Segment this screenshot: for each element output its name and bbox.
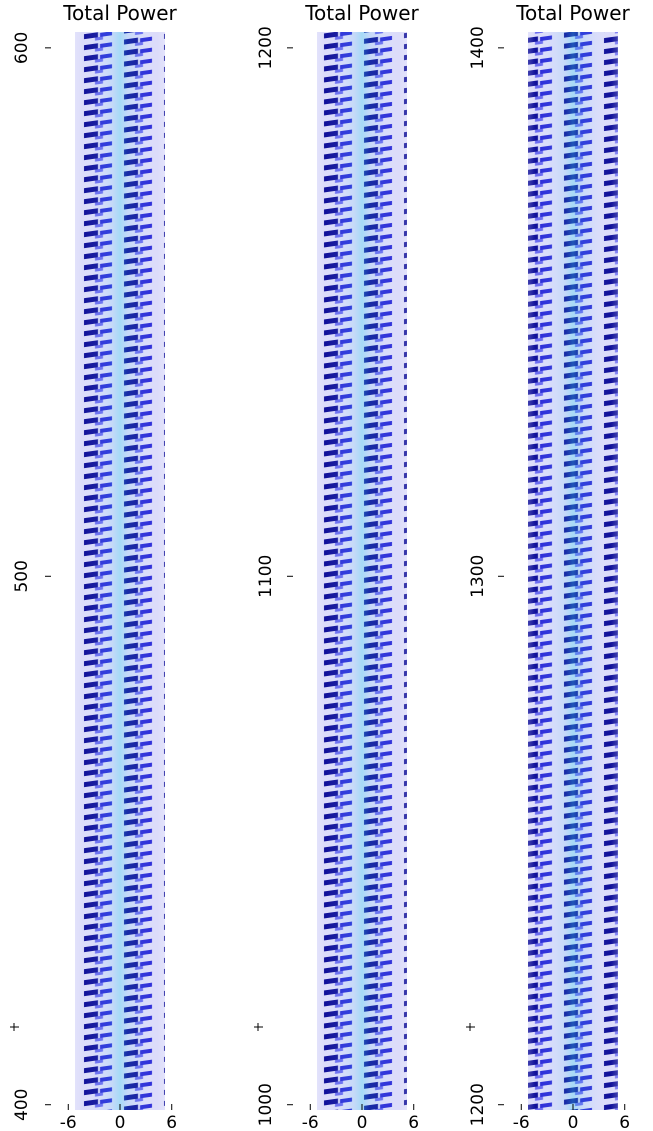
y-tick-label: 1100 [256,555,276,598]
y-tick-label: 600 [12,32,32,64]
x-tick-label: -6 [513,1113,530,1131]
y-tick-label: 1400 [468,26,488,69]
panel-title: Total Power [304,1,419,25]
x-tick-label: 6 [408,1113,419,1131]
x-tick-label: 0 [357,1113,368,1131]
markers [10,1023,475,1031]
x-tick-label: 6 [619,1113,630,1131]
x-tick-label: -6 [60,1113,77,1131]
y-tick-label: 1200 [256,26,276,69]
x-tick-label: 0 [568,1113,579,1131]
panel-title: Total Power [515,1,630,25]
intensity-shade [498,32,648,1110]
y-tick-label: 500 [12,560,32,592]
intensity-shade [287,32,437,1110]
panel-title: Total Power [62,1,177,25]
y-tick-label: 1000 [256,1083,276,1126]
x-tick-label: 0 [115,1113,126,1131]
y-tick-label: 400 [12,1088,32,1120]
y-tick-label: 1200 [468,1083,488,1126]
y-tick-label: 1300 [468,555,488,598]
x-tick-label: 6 [166,1113,177,1131]
intensity-shade [45,32,195,1110]
x-tick-label: -6 [302,1113,319,1131]
